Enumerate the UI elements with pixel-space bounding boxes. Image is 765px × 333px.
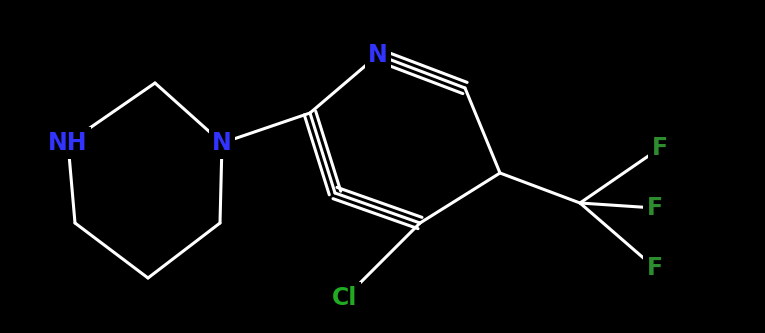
- Text: N: N: [368, 43, 388, 67]
- Text: NH: NH: [48, 131, 88, 155]
- Text: F: F: [647, 196, 663, 220]
- Text: Cl: Cl: [332, 286, 358, 310]
- Text: F: F: [652, 136, 668, 160]
- Text: F: F: [647, 256, 663, 280]
- Text: N: N: [212, 131, 232, 155]
